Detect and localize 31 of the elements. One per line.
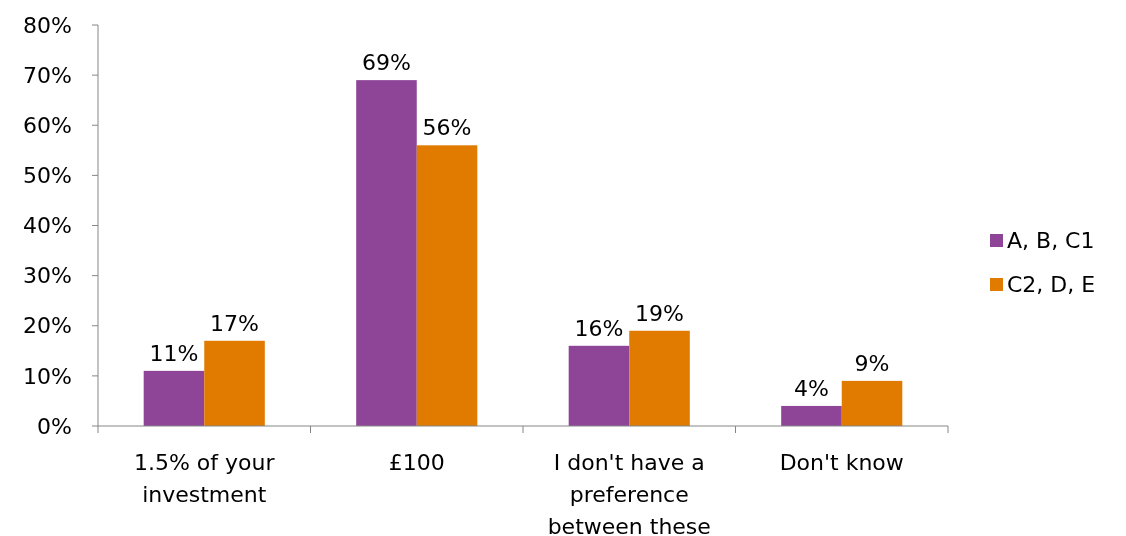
bar	[204, 340, 265, 426]
y-tick-label: 70%	[23, 62, 72, 88]
y-tick-label: 50%	[23, 163, 72, 189]
data-label: 19%	[635, 300, 684, 326]
bar	[781, 405, 842, 426]
y-tick-label: 20%	[23, 313, 72, 339]
y-tick-label: 0%	[37, 413, 72, 439]
y-tick-label: 60%	[23, 112, 72, 138]
data-label: 16%	[574, 315, 624, 341]
bar	[356, 80, 417, 426]
x-tick-label: I don't have a preference between these	[547, 450, 711, 536]
legend-label: C2, D, E	[1007, 271, 1096, 297]
data-label: 11%	[149, 340, 199, 366]
x-tick-label: Don't know	[779, 450, 904, 475]
bar	[629, 330, 690, 426]
x-tick-label: £100	[388, 450, 445, 475]
y-tick-label: 40%	[23, 213, 72, 239]
bar	[568, 345, 630, 426]
bar	[841, 380, 903, 426]
data-label: 4%	[794, 375, 829, 401]
bar	[143, 370, 205, 426]
y-tick-label: 30%	[23, 263, 72, 289]
data-label: 9%	[854, 350, 890, 376]
y-tick-label: 80%	[23, 12, 72, 38]
data-label: 17%	[210, 310, 259, 336]
data-label: 56%	[422, 115, 472, 141]
data-label: 69%	[362, 50, 411, 76]
x-tick-label: 1.5% of your investment	[133, 450, 276, 507]
bar	[416, 145, 478, 426]
y-tick-label: 10%	[23, 363, 72, 389]
legend-label: A, B, C1	[1007, 227, 1095, 253]
